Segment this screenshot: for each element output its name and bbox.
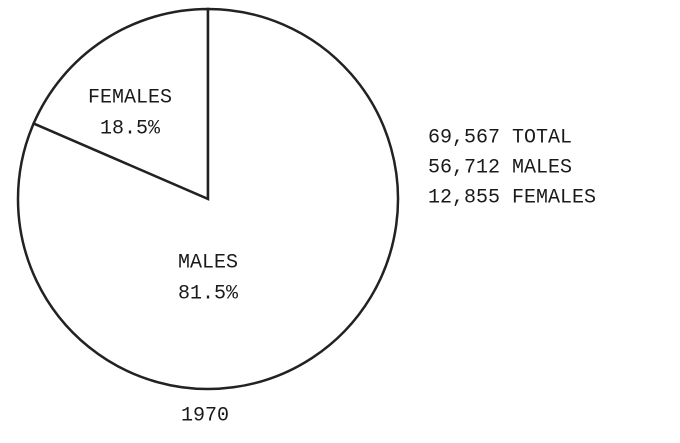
annotation: 12,855 FEMALES [428, 186, 596, 209]
slice-label: MALES [178, 251, 238, 274]
slice-value-label: 18.5% [100, 117, 161, 140]
slice-label: FEMALES [88, 86, 172, 109]
annotation: 56,712 MALES [428, 156, 572, 179]
slice-value-label: 81.5% [178, 282, 239, 305]
caption: 1970 [181, 404, 229, 427]
pie-slice [31, 7, 210, 201]
annotation: 69,567 TOTAL [428, 126, 572, 149]
pie-slice [16, 7, 400, 391]
